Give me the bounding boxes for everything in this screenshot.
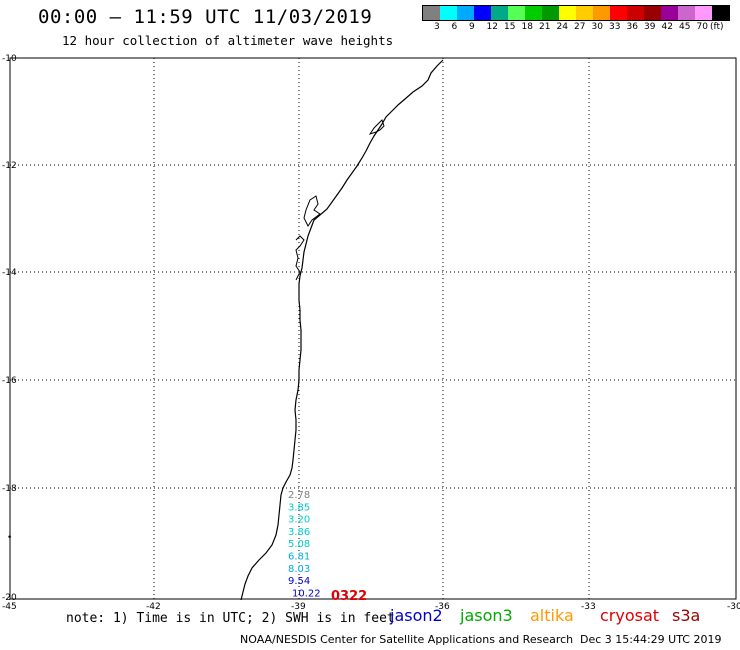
legend-label: 24	[556, 22, 568, 32]
longitude-label: -30	[727, 602, 740, 610]
legend-swatch	[678, 6, 695, 20]
latitude-labels: -10 -12 -14 -16 -18 -20	[2, 54, 17, 603]
legend-swatch	[525, 6, 542, 20]
wave-height-value: 6.81	[288, 552, 310, 563]
wave-height-value: 8.03	[288, 564, 310, 575]
wave-height-value: 3.20	[288, 515, 310, 526]
legend-label: 33	[609, 22, 621, 32]
coast-inlet-2	[303, 195, 321, 227]
legend-label: 18	[521, 22, 533, 32]
coast-inlet-1	[368, 119, 385, 135]
satellite-label-jason2: jason2	[390, 606, 443, 625]
legend-label: 36	[626, 22, 638, 32]
color-legend	[422, 5, 730, 21]
map-plot: -10 -12 -14 -16 -18 -20 -45 -42 -39 -36 -33 -30 2.…	[2, 54, 740, 610]
satellite-label-jason3: jason3	[460, 606, 513, 625]
track-time-label: 0322	[331, 589, 367, 604]
legend-swatch	[508, 6, 525, 20]
footer-timestamp: Dec 3 15:44:29 UTC 2019	[580, 633, 722, 646]
legend-label: 45	[679, 22, 691, 32]
legend-swatch	[576, 6, 593, 20]
legend-label: 12	[486, 22, 498, 32]
legend-swatch	[644, 6, 661, 20]
legend-label: 3	[434, 22, 440, 32]
page-subtitle: 12 hour collection of altimeter wave hei…	[62, 33, 394, 48]
satellite-label-s3a: s3a	[672, 606, 701, 625]
legend-label: 42	[661, 22, 673, 32]
wave-height-value: 3.85	[288, 502, 310, 513]
legend-swatch	[695, 6, 712, 20]
legend-swatch	[423, 6, 440, 20]
longitude-labels: -45 -42 -39 -36 -33 -30	[2, 602, 740, 610]
legend-label: 70	[696, 22, 708, 32]
satellite-label-altika: altika	[530, 606, 574, 625]
longitude-label: -42	[146, 602, 161, 610]
longitude-label: -33	[581, 602, 596, 610]
legend-label: (ft)	[710, 22, 724, 32]
grid-lines	[10, 58, 736, 599]
legend-swatch	[474, 6, 491, 20]
latitude-label: -18	[2, 484, 17, 494]
legend-swatch	[440, 6, 457, 20]
legend-label: 39	[644, 22, 656, 32]
longitude-label: -36	[435, 602, 450, 610]
legend-swatch	[627, 6, 644, 20]
longitude-label: -39	[291, 602, 306, 610]
legend-swatch	[661, 6, 678, 20]
legend-swatch	[542, 6, 559, 20]
legend-label: 27	[574, 22, 586, 32]
map-frame	[9, 57, 737, 600]
wave-height-value: 3.86	[288, 527, 310, 538]
legend-swatch	[712, 6, 729, 20]
legend-label: 30	[591, 22, 603, 32]
legend-label: 6	[451, 22, 458, 32]
wave-height-value: 5.08	[288, 539, 310, 550]
latitude-label: -10	[2, 54, 17, 64]
legend-swatch	[457, 6, 474, 20]
longitude-label: -45	[2, 602, 17, 610]
latitude-label: -16	[2, 376, 17, 386]
latitude-label: -20	[2, 593, 17, 603]
coast-islands	[295, 235, 305, 281]
latitude-label: -12	[2, 161, 17, 171]
wave-height-value: 9.54	[288, 576, 310, 587]
legend-label: 9	[469, 22, 475, 32]
legend-label: 21	[539, 22, 551, 32]
coastline	[240, 59, 444, 601]
satellite-label-cryosat: cryosat	[600, 606, 660, 625]
point-marker: •	[7, 533, 12, 543]
legend-swatch	[593, 6, 610, 20]
wave-height-value: 2.78	[288, 490, 310, 501]
legend-swatch	[610, 6, 627, 20]
legend-swatch	[491, 6, 508, 20]
wave-height-value: 10.22	[292, 588, 321, 599]
latitude-label: -14	[2, 268, 17, 278]
note-text: note: 1) Time is in UTC; 2) SWH is in fe…	[66, 611, 395, 626]
footer-credit: NOAA/NESDIS Center for Satellite Applica…	[240, 633, 574, 646]
page-title: 00:00 — 11:59 UTC 11/03/2019	[38, 6, 373, 28]
legend-swatch	[559, 6, 576, 20]
legend-label: 15	[504, 22, 516, 32]
